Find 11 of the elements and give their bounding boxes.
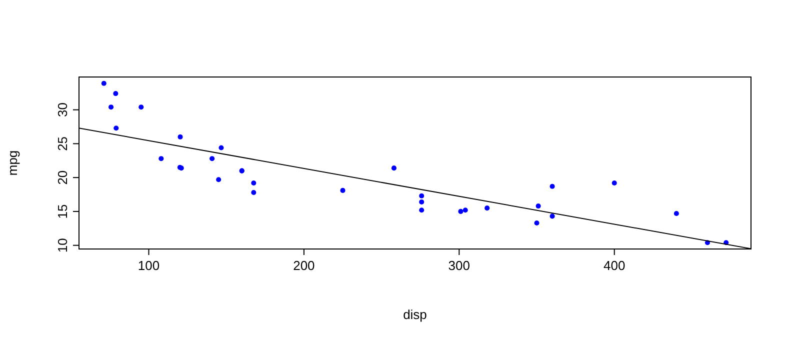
y-axis-title: mpg [5, 150, 20, 176]
x-tick-label: 400 [604, 258, 626, 273]
y-tick-label: 25 [55, 136, 70, 151]
y-tick-label: 10 [55, 238, 70, 253]
x-axis-title: disp [403, 307, 427, 322]
x-tick-label: 300 [448, 258, 470, 273]
y-tick-label: 15 [55, 204, 70, 219]
x-tick-label: 100 [138, 258, 160, 273]
y-tick-label: 20 [55, 170, 70, 185]
y-tick-label: 30 [55, 102, 70, 118]
x-tick-label: 200 [293, 258, 315, 273]
